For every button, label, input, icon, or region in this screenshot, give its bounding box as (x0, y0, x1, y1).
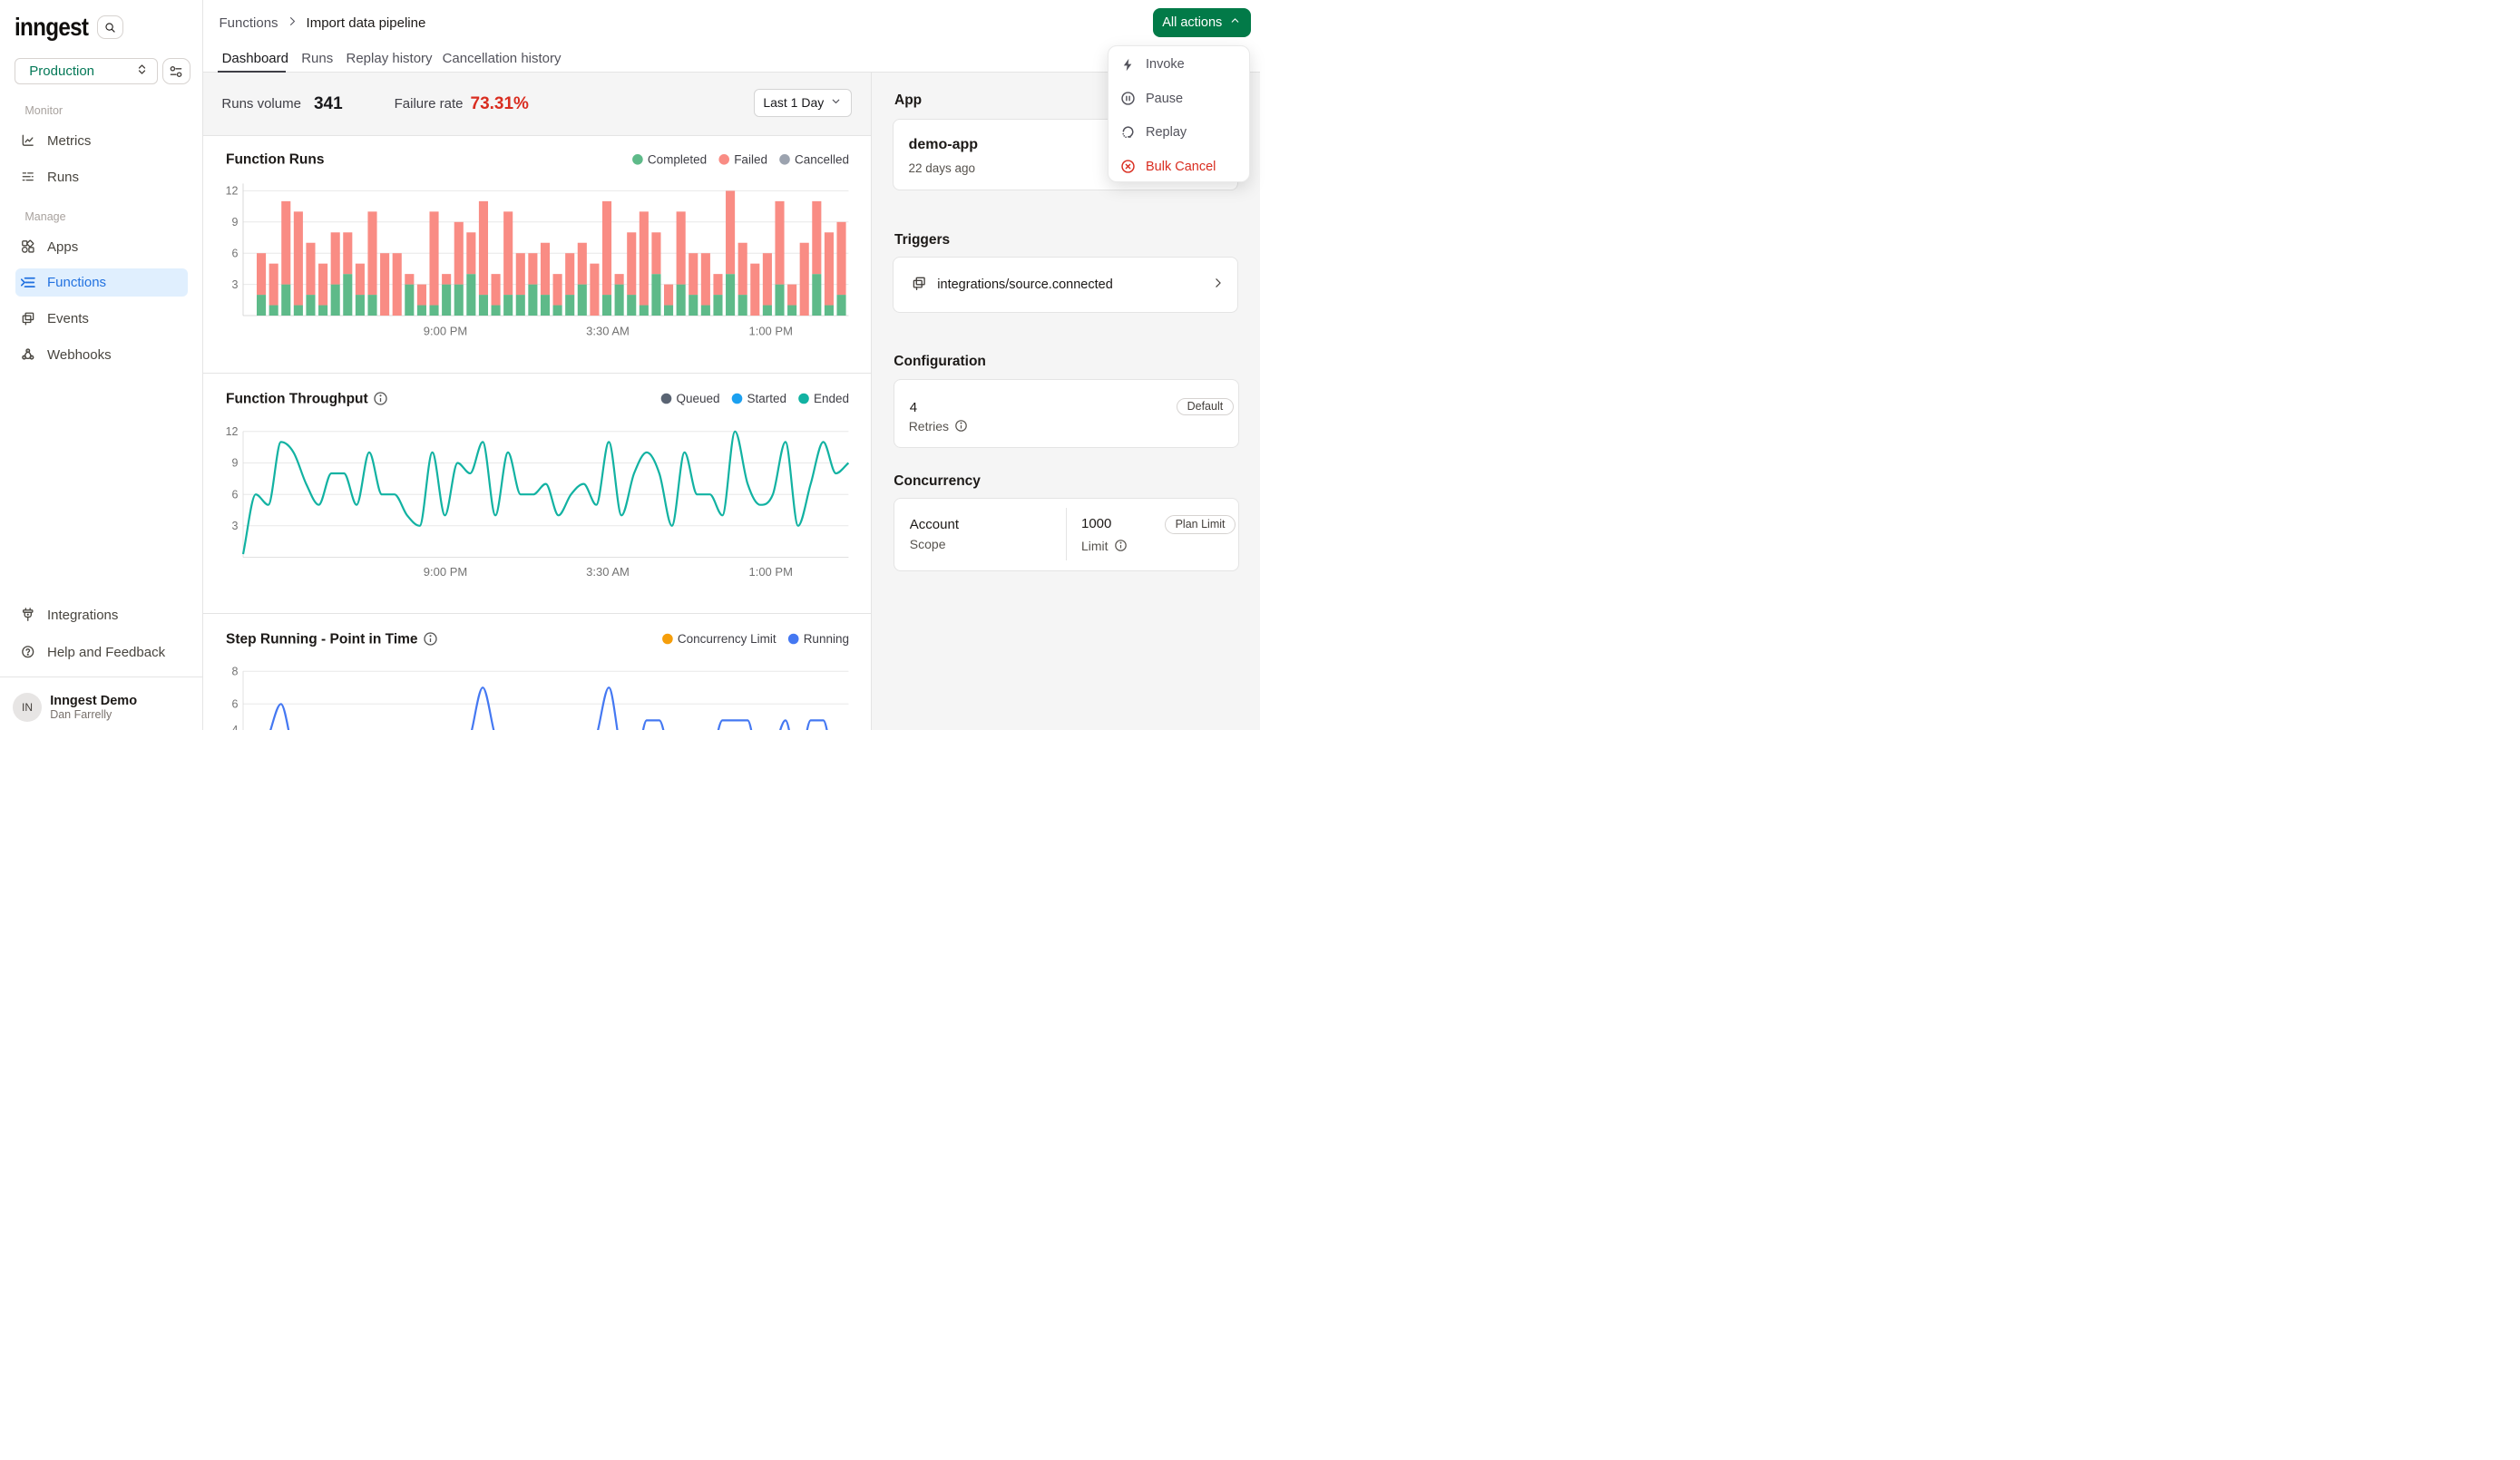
svg-text:3:30 AM: 3:30 AM (586, 565, 630, 579)
svg-text:Cancelled: Cancelled (795, 152, 849, 166)
svg-text:Completed: Completed (648, 152, 707, 166)
svg-text:1:00 PM: 1:00 PM (748, 324, 792, 337)
svg-text:6: 6 (232, 247, 239, 259)
svg-text:9: 9 (232, 216, 239, 229)
svg-text:3: 3 (232, 520, 239, 532)
svg-text:9:00 PM: 9:00 PM (424, 324, 467, 337)
svg-text:Queued: Queued (677, 392, 720, 405)
svg-text:Concurrency Limit: Concurrency Limit (678, 632, 777, 646)
svg-text:3: 3 (232, 277, 239, 290)
svg-text:6: 6 (232, 488, 239, 501)
svg-text:3:30 AM: 3:30 AM (586, 324, 630, 337)
svg-text:9:00 PM: 9:00 PM (424, 565, 467, 579)
svg-text:Function Runs: Function Runs (226, 151, 325, 167)
svg-text:6: 6 (232, 697, 239, 710)
svg-text:1:00 PM: 1:00 PM (748, 565, 792, 579)
svg-text:Ended: Ended (814, 392, 849, 405)
svg-text:Step Running - Point in Time: Step Running - Point in Time (226, 631, 418, 647)
svg-text:8: 8 (232, 665, 239, 677)
svg-text:Running: Running (804, 632, 849, 646)
svg-text:9: 9 (232, 456, 239, 469)
svg-text:12: 12 (226, 184, 239, 197)
svg-text:4: 4 (232, 724, 239, 731)
svg-text:Function Throughput: Function Throughput (226, 391, 368, 406)
svg-text:12: 12 (226, 425, 239, 438)
svg-text:Failed: Failed (734, 152, 767, 166)
svg-text:Started: Started (747, 392, 787, 405)
